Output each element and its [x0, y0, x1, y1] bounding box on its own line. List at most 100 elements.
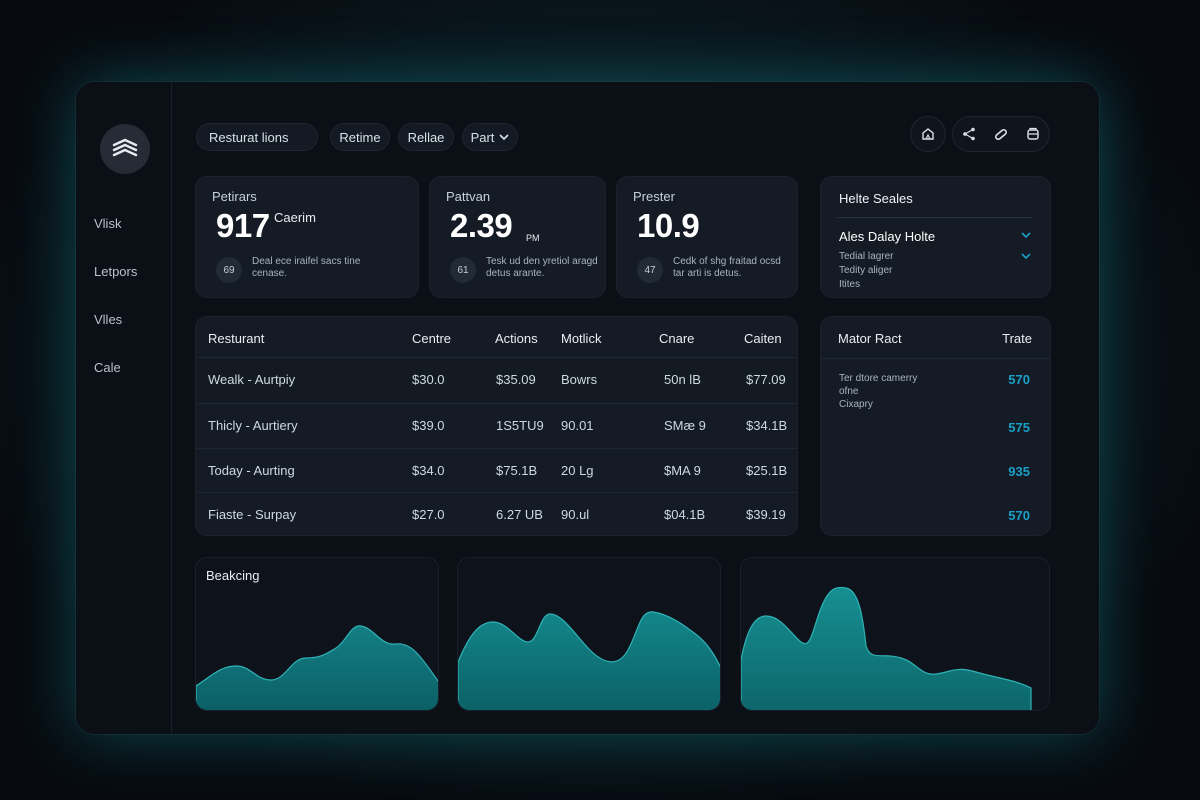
home-icon	[916, 122, 940, 146]
table-cell: Bowrs	[561, 372, 598, 387]
chevron-down-icon[interactable]	[1021, 252, 1031, 260]
retime-button-label: Retime	[339, 129, 381, 145]
area-chart-graphic	[196, 625, 438, 710]
table-cell: 90.ul	[561, 507, 590, 522]
search-input[interactable]: Resturat lions	[196, 123, 318, 151]
app-window: Vlisk Letpors Vlles Cale Resturat lions …	[76, 82, 1099, 734]
metric-value: 570	[1008, 508, 1030, 523]
metric-note-line: Cixapry	[839, 399, 873, 410]
area-chart-2	[457, 557, 721, 711]
search-input-text: Resturat lions	[209, 129, 289, 145]
metric-panel-column: Trate	[1002, 331, 1032, 346]
table-cell: Wealk - Aurtpiy	[208, 372, 296, 387]
kpi-value: 917	[216, 207, 270, 244]
metric-panel-title: Mator Ract	[838, 331, 902, 346]
table-cell: $04.1B	[664, 507, 706, 522]
sidebar-item-cale[interactable]: Cale	[94, 360, 121, 375]
table-cell: $35.09	[496, 372, 536, 387]
action-icon-group	[952, 116, 1050, 152]
share-icon[interactable]	[957, 122, 981, 146]
table-cell: $77.09	[746, 372, 786, 387]
area-chart-graphic	[458, 611, 720, 710]
sidebar-item-vlisk[interactable]: Vlisk	[94, 216, 122, 231]
table-row[interactable]: Thicly - Aurtiery $39.0 1S5TU9 90.01 SMæ…	[196, 403, 797, 449]
rellae-button[interactable]: Rellae	[398, 123, 454, 151]
part-dropdown-label: Part	[470, 129, 495, 145]
table-cell: 50n lB	[664, 372, 701, 387]
column-header[interactable]: Centre	[412, 331, 452, 346]
sales-panel: Helte Seales Ales Dalay Holte Tedial lag…	[820, 176, 1051, 298]
table-cell: $39.0	[412, 418, 445, 433]
divider	[837, 217, 1033, 218]
kpi-card-petirars: Petirars 917 Caerim 69 Deal ece iraifel …	[195, 176, 419, 298]
column-header[interactable]: Motlick	[561, 331, 602, 346]
link-icon[interactable]	[989, 122, 1013, 146]
table-cell: 1S5TU9	[496, 418, 544, 433]
table-cell: $34.1B	[746, 418, 788, 433]
table-cell: SMæ 9	[664, 418, 706, 433]
metric-note: Ter dtore camerry ofne Cixapry	[839, 372, 917, 411]
kpi-label: Prester	[633, 189, 675, 204]
kpi-badge: 61	[450, 257, 476, 283]
column-header[interactable]: Actions	[495, 331, 538, 346]
metric-value: 575	[1008, 420, 1030, 435]
home-button[interactable]	[910, 116, 946, 152]
layers-icon	[112, 138, 138, 157]
table-cell: $39.19	[746, 507, 786, 522]
part-dropdown[interactable]: Part	[462, 123, 518, 151]
chevron-down-icon[interactable]	[1021, 231, 1031, 239]
column-header[interactable]: Resturant	[208, 331, 265, 346]
area-chart-3	[740, 557, 1050, 711]
table-cell: 20 Lg	[561, 463, 594, 478]
metric-value: 570	[1008, 372, 1030, 387]
table-cell: $34.0	[412, 463, 445, 478]
table-cell: Thicly - Aurtiery	[208, 418, 298, 433]
divider	[821, 358, 1050, 359]
table-cell: Fiaste - Surpay	[208, 507, 297, 522]
metric-note-line: ofne	[839, 386, 859, 397]
retime-button[interactable]: Retime	[330, 123, 390, 151]
sales-panel-line: Tedity aliger	[839, 265, 893, 276]
table-cell: 6.27 UB	[496, 507, 543, 522]
sidebar-item-vlles[interactable]: Vlles	[94, 312, 123, 327]
table-cell: $30.0	[412, 372, 445, 387]
kpi-card-prester: Prester 10.9 47 Cedk of shg fraitad ocsd…	[616, 176, 798, 298]
kpi-description: Cedk of shg fraitad ocsd tar arti is det…	[673, 256, 781, 279]
table-row[interactable]: Today - Aurting $34.0 $75.1B 20 Lg $MA 9…	[196, 448, 797, 494]
area-chart-1: Beakcing	[195, 557, 439, 711]
kpi-label: Pattvan	[446, 189, 491, 204]
kpi-card-pattvan: Pattvan 2.39 PM 61 Tesk ud den yretiol a…	[429, 176, 606, 298]
table-cell: $75.1B	[496, 463, 538, 478]
table-cell: $25.1B	[746, 463, 788, 478]
sidebar-item-letpors[interactable]: Letpors	[94, 264, 138, 279]
column-header[interactable]: Caiten	[744, 331, 782, 346]
table-cell: $MA 9	[664, 463, 701, 478]
sales-panel-item[interactable]: Ales Dalay Holte	[839, 229, 936, 244]
kpi-unit: PM	[526, 233, 540, 243]
kpi-label: Petirars	[212, 189, 257, 204]
restaurant-table: Resturant Centre Actions Motlick Cnare C…	[195, 316, 798, 536]
kpi-unit: Caerim	[274, 210, 316, 225]
kpi-value: 2.39	[450, 207, 513, 244]
metric-panel: Mator Ract Trate Ter dtore camerry ofne …	[820, 316, 1051, 536]
area-chart-graphic	[741, 586, 1032, 710]
kpi-badge: 69	[216, 257, 242, 283]
sales-panel-title: Helte Seales	[839, 191, 913, 206]
rellae-button-label: Rellae	[407, 129, 445, 145]
sidebar: Vlisk Letpors Vlles Cale	[76, 82, 172, 734]
kpi-badge: 47	[637, 257, 663, 283]
table-cell: $27.0	[412, 507, 445, 522]
kpi-description: Deal ece iraifel sacs tine cenase.	[252, 256, 361, 279]
table-cell: Today - Aurting	[208, 463, 295, 478]
column-header[interactable]: Cnare	[659, 331, 695, 346]
table-row[interactable]: Fiaste - Surpay $27.0 6.27 UB 90.ul $04.…	[196, 492, 797, 535]
chevron-down-icon	[499, 134, 509, 141]
table-row[interactable]: Wealk - Aurtpiy $30.0 $35.09 Bowrs 50n l…	[196, 357, 797, 403]
sales-panel-line: Itites	[839, 279, 861, 290]
kpi-description: Tesk ud den yretiol aragd detus arante.	[486, 256, 598, 279]
sales-panel-line: Tedial lagrer	[839, 251, 894, 262]
chart-title: Beakcing	[206, 568, 260, 583]
metric-value: 935	[1008, 464, 1030, 479]
package-icon[interactable]	[1021, 122, 1045, 146]
logo[interactable]	[100, 124, 150, 174]
